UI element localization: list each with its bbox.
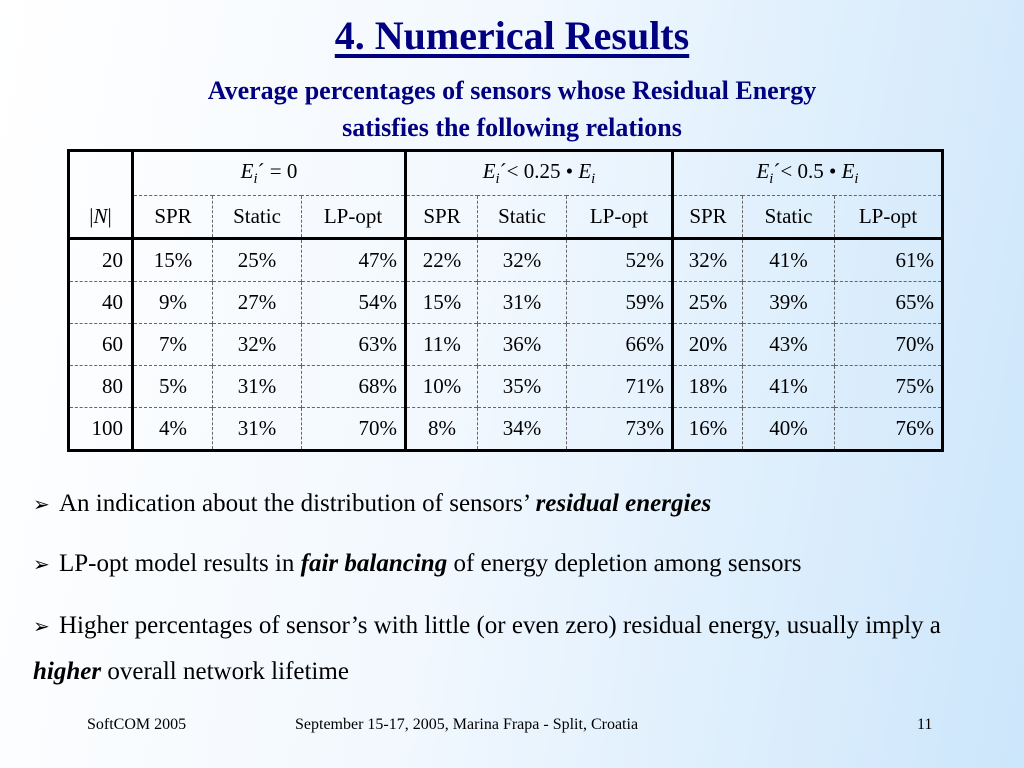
arrow-bullet-icon: ➢ (33, 614, 50, 638)
table-cell: 32% (671, 238, 743, 282)
table-cell: 40% (742, 407, 835, 451)
table-cell: 32% (212, 323, 302, 366)
table-cell: 61% (834, 238, 943, 282)
col-header: SPR (671, 195, 743, 240)
n-header: |N| (68, 195, 133, 240)
table-cell: 73% (566, 407, 673, 451)
arrow-bullet-icon: ➢ (33, 492, 50, 516)
table-cell: 15% (131, 238, 213, 282)
table-cell: 16% (671, 407, 743, 451)
table-cell: 41% (742, 238, 835, 282)
table-cell: 36% (477, 323, 567, 366)
table-cell: 15% (404, 281, 478, 324)
table-cell: 31% (477, 281, 567, 324)
caption-line-2: satisfies the following relations (342, 113, 682, 142)
col-header: Static (477, 195, 567, 240)
table-cell: 35% (477, 365, 567, 408)
table-cell: 76% (834, 407, 943, 451)
table-cell: 31% (212, 365, 302, 408)
table-caption: Average percentages of sensors whose Res… (124, 72, 900, 146)
group-header-0: Ei´ = 0 (131, 150, 406, 196)
table-cell: 71% (566, 365, 673, 408)
table-row: 80 5% 31% 68% 10% 35% 71% 18% 41% 75% (68, 365, 943, 408)
table-row: 40 9% 27% 54% 15% 31% 59% 25% 39% 65% (68, 281, 943, 324)
column-header-row: |N| SPR Static LP-opt SPR Static LP-opt … (68, 195, 943, 240)
row-n-value: 60 (68, 323, 133, 366)
table-cell: 65% (834, 281, 943, 324)
row-n-value: 100 (68, 407, 133, 451)
arrow-bullet-icon: ➢ (33, 552, 50, 576)
footer-date-location: September 15-17, 2005, Marina Frapa - Sp… (295, 716, 639, 733)
table-cell: 43% (742, 323, 835, 366)
bullet-item: ➢ Higher percentages of sensor’s with lit… (33, 603, 1003, 695)
table-row: 60 7% 32% 63% 11% 36% 66% 20% 43% 70% (68, 323, 943, 366)
group-header-2: Ei´< 0.5 • Ei (671, 150, 943, 196)
table-cell: 75% (834, 365, 943, 408)
table-cell: 47% (301, 238, 406, 282)
table-cell: 10% (404, 365, 478, 408)
table-cell: 11% (404, 323, 478, 366)
row-n-value: 20 (102, 248, 123, 272)
table-cell: 54% (301, 281, 406, 324)
table-cell: 27% (212, 281, 302, 324)
table-cell: 52% (566, 238, 673, 282)
slide-number: 11 (917, 716, 933, 733)
results-table: Ei´ = 0 Ei´< 0.25 • Ei Ei´< 0.5 • Ei |N|… (67, 149, 944, 452)
table-cell: 5% (131, 365, 213, 408)
table-cell: 34% (477, 407, 567, 451)
table-cell: 22% (404, 238, 478, 282)
bullet-item: ➢ An indication about the distribution of… (33, 483, 1003, 525)
bullet-item: ➢ LP-opt model results in fair balancing … (33, 543, 1003, 585)
table-cell: 25% (671, 281, 743, 324)
table-cell: 8% (404, 407, 478, 451)
table-cell: 39% (742, 281, 835, 324)
col-header: Static (212, 195, 302, 240)
slide-title: 4. Numerical Results (334, 13, 690, 58)
table-cell: 70% (834, 323, 943, 366)
caption-line-1: Average percentages of sensors whose Res… (207, 76, 817, 105)
table-cell: 9% (131, 281, 213, 324)
col-header: LP-opt (566, 195, 673, 240)
table-cell: 18% (671, 365, 743, 408)
table-cell: 59% (566, 281, 673, 324)
table-cell: 4% (131, 407, 213, 451)
col-header: Static (742, 195, 835, 240)
table-cell: 41% (742, 365, 835, 408)
table-cell: 31% (212, 407, 302, 451)
table-cell: 66% (566, 323, 673, 366)
table-row: 20 15% 25% 47% 22% 32% 52% 32% 41% 61% (69, 238, 943, 282)
table-cell: 25% (212, 238, 302, 282)
col-header: SPR (404, 195, 478, 240)
table-row: 100 4% 31% 70% 8% 34% 73% 16% 40% 76% (68, 407, 943, 451)
corner-cell (69, 151, 133, 196)
table-cell: 68% (301, 365, 406, 408)
col-header: LP-opt (301, 195, 406, 240)
col-header: SPR (131, 195, 213, 240)
table-cell: 63% (301, 323, 406, 366)
row-n-value: 80 (68, 365, 133, 408)
row-n-value: 40 (68, 281, 133, 324)
table-cell: 20% (671, 323, 743, 366)
table-cell: 32% (477, 238, 567, 282)
footer-conference: SoftCOM 2005 (87, 716, 187, 733)
group-header-row: Ei´ = 0 Ei´< 0.25 • Ei Ei´< 0.5 • Ei (69, 150, 943, 196)
table-cell: 70% (301, 407, 406, 451)
col-header: LP-opt (834, 195, 943, 240)
table-cell: 7% (131, 323, 213, 366)
group-header-1: Ei´< 0.25 • Ei (404, 150, 673, 196)
